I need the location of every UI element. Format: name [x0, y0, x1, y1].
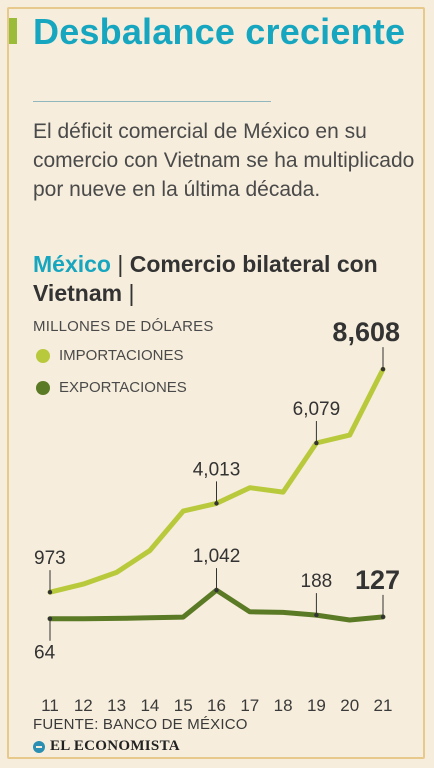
data-label: 8,608 [332, 317, 400, 347]
x-tick-label: 16 [207, 696, 226, 715]
data-point-marker [380, 366, 386, 372]
x-tick-label: 21 [374, 696, 393, 715]
x-tick-label: 19 [307, 696, 326, 715]
title-accent-bar [9, 18, 17, 44]
x-tick-label: 13 [107, 696, 126, 715]
legend-item-exports: EXPORTACIONES [36, 379, 187, 396]
logo-text: EL ECONOMISTA [50, 738, 180, 754]
section-label: Comercio bilateral con Vietnam [33, 251, 378, 306]
logo-icon [33, 740, 45, 753]
data-label: 1,042 [193, 546, 241, 567]
data-label: 4,013 [193, 459, 241, 480]
section-heading: México | Comercio bilateral con Vietnam … [33, 250, 423, 308]
data-point-marker [314, 440, 319, 446]
x-tick-label: 12 [74, 696, 93, 715]
page-title: Desbalance creciente [33, 11, 406, 52]
data-point-marker [380, 614, 386, 620]
legend-item-imports: IMPORTACIONES [36, 347, 183, 364]
publisher-logo: EL ECONOMISTA [33, 738, 180, 755]
data-point-marker [47, 616, 53, 621]
data-point-marker [47, 589, 53, 595]
x-tick-label: 18 [274, 696, 293, 715]
source-note: FUENTE: BANCO DE MÉXICO [33, 716, 248, 733]
data-point-marker [214, 587, 219, 593]
section-country: México [33, 251, 111, 277]
data-label: 973 [34, 548, 66, 569]
legend-dot-exports [36, 380, 50, 395]
data-label: 64 [34, 643, 56, 664]
x-tick-label: 15 [174, 696, 193, 715]
x-tick-label: 17 [240, 696, 259, 715]
section-separator: | [117, 251, 124, 277]
exports-series-line [47, 587, 386, 623]
legend-label-exports: EXPORTACIONES [59, 379, 187, 396]
x-tick-label: 11 [41, 696, 59, 715]
legend-label-imports: IMPORTACIONES [59, 347, 184, 364]
data-label: 188 [301, 571, 333, 592]
x-tick-label: 20 [340, 696, 359, 715]
units-label: MILLONES DE DÓLARES [33, 318, 214, 335]
infographic-frame [7, 7, 425, 759]
data-point-marker [214, 501, 219, 506]
data-label: 6,079 [293, 399, 341, 420]
title-divider [33, 101, 271, 102]
data-point-marker [314, 612, 319, 618]
section-trailing-separator: | [128, 280, 135, 306]
subtitle: El déficit comercial de México en su com… [33, 120, 415, 201]
x-tick-label: 14 [140, 696, 159, 715]
data-label: 127 [355, 565, 400, 595]
legend-dot-imports [36, 348, 50, 363]
